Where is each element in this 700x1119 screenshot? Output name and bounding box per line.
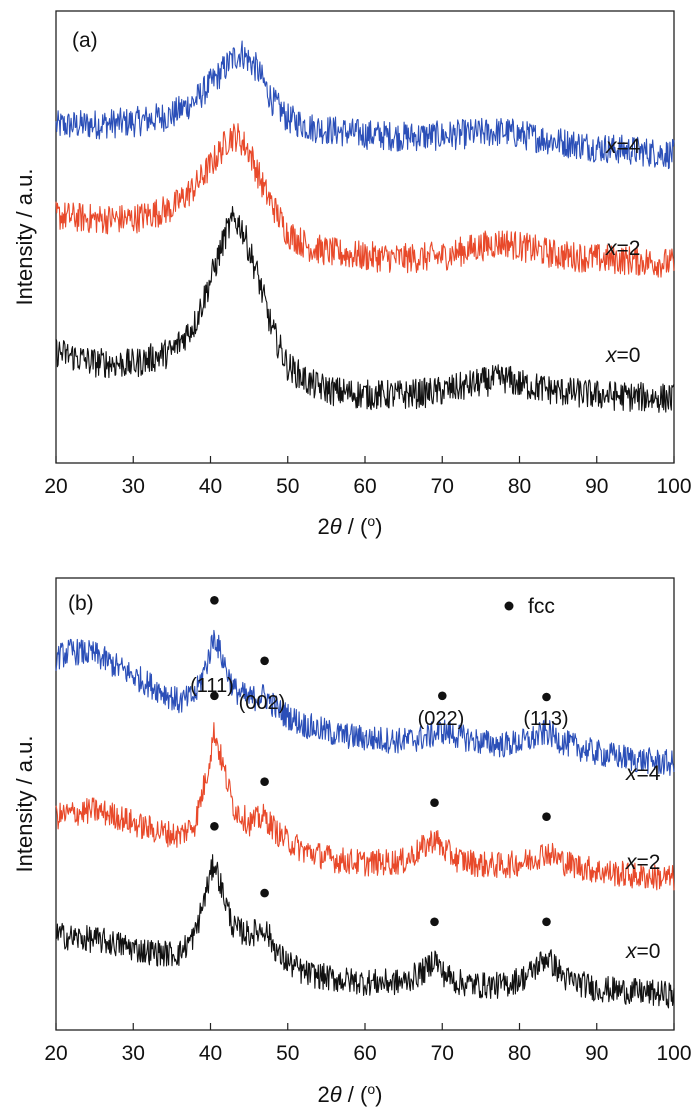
series-line-x0 [55,854,675,1009]
x-tick-label: 80 [508,1042,531,1065]
x-tick-label: 80 [508,475,531,498]
panel-b-label: (b) [68,592,94,615]
fcc-marker [210,691,219,701]
panel-a-y-axis-title: Intensity / a.u. [12,169,37,306]
panel-a-label: (a) [72,29,98,52]
x-tick-label: 90 [585,475,608,498]
series-line-x4 [55,629,675,776]
panel-b-label-x0: x=0 [625,940,660,963]
panel-a-label-x4: x=4 [605,135,641,158]
fcc-marker [430,798,439,807]
peak-label-113: (113) [523,708,568,730]
fcc-marker [542,917,551,927]
panel-b-label-x4: x=4 [625,762,661,785]
peak-label-002: (002) [239,692,286,714]
panel-a: (a) 20 30 40 50 60 70 80 90 100 x=4 x=2 x=0 Inte… [12,10,692,539]
x-tick-label: 100 [656,475,691,498]
panel-b-x-axis-title: 2θ / (o) [318,1081,383,1107]
panel-a-label-x2: x=2 [605,237,640,260]
x-tick-label: 90 [585,1042,608,1065]
legend-fcc-label: fcc [528,595,555,618]
x-tick-label: 40 [199,475,222,498]
fcc-marker [260,777,269,786]
fcc-marker [210,822,219,831]
panel-b-fcc-markers [210,596,551,927]
x-tick-label: 100 [656,1042,691,1065]
fcc-marker [260,888,269,898]
legend-fcc-marker [504,601,514,611]
x-tick-label: 50 [276,475,299,498]
x-tick-label: 30 [122,1042,145,1065]
x-tick-label: 70 [431,1042,454,1065]
panel-a-series-group [55,40,675,413]
series-line-x4 [55,40,675,170]
fcc-marker [542,692,551,702]
panel-b: (b) 20 30 40 50 60 70 80 90 100 fcc (111) (002) … [12,577,692,1107]
x-tick-label: 50 [276,1042,299,1065]
x-tick-label: 40 [199,1042,222,1065]
series-line-x2 [55,123,675,278]
panel-a-label-x0: x=0 [605,344,640,367]
x-tick-label: 20 [44,475,67,498]
panel-b-y-axis-title: Intensity / a.u. [12,736,37,873]
panel-a-x-ticks: 20 30 40 50 60 70 80 90 100 [44,456,692,498]
panel-b-series-group [55,629,675,1009]
fcc-marker [438,691,447,701]
fcc-marker [260,656,269,666]
panel-a-x-axis-title: 2θ / (o) [318,513,383,539]
fcc-marker [210,596,219,605]
fcc-marker [430,917,439,927]
x-tick-label: 60 [353,475,376,498]
x-tick-label: 20 [44,1042,67,1065]
x-tick-label: 60 [353,1042,376,1065]
fcc-marker [542,812,551,821]
x-tick-label: 70 [431,475,454,498]
panel-b-x-ticks: 20 30 40 50 60 70 80 90 100 [44,1023,692,1065]
peak-label-022: (022) [418,708,465,730]
x-tick-label: 30 [122,475,145,498]
series-line-x0 [55,205,675,413]
series-line-x2 [55,722,675,891]
panel-b-label-x2: x=2 [625,851,660,874]
peak-label-111: (111) [190,675,234,697]
